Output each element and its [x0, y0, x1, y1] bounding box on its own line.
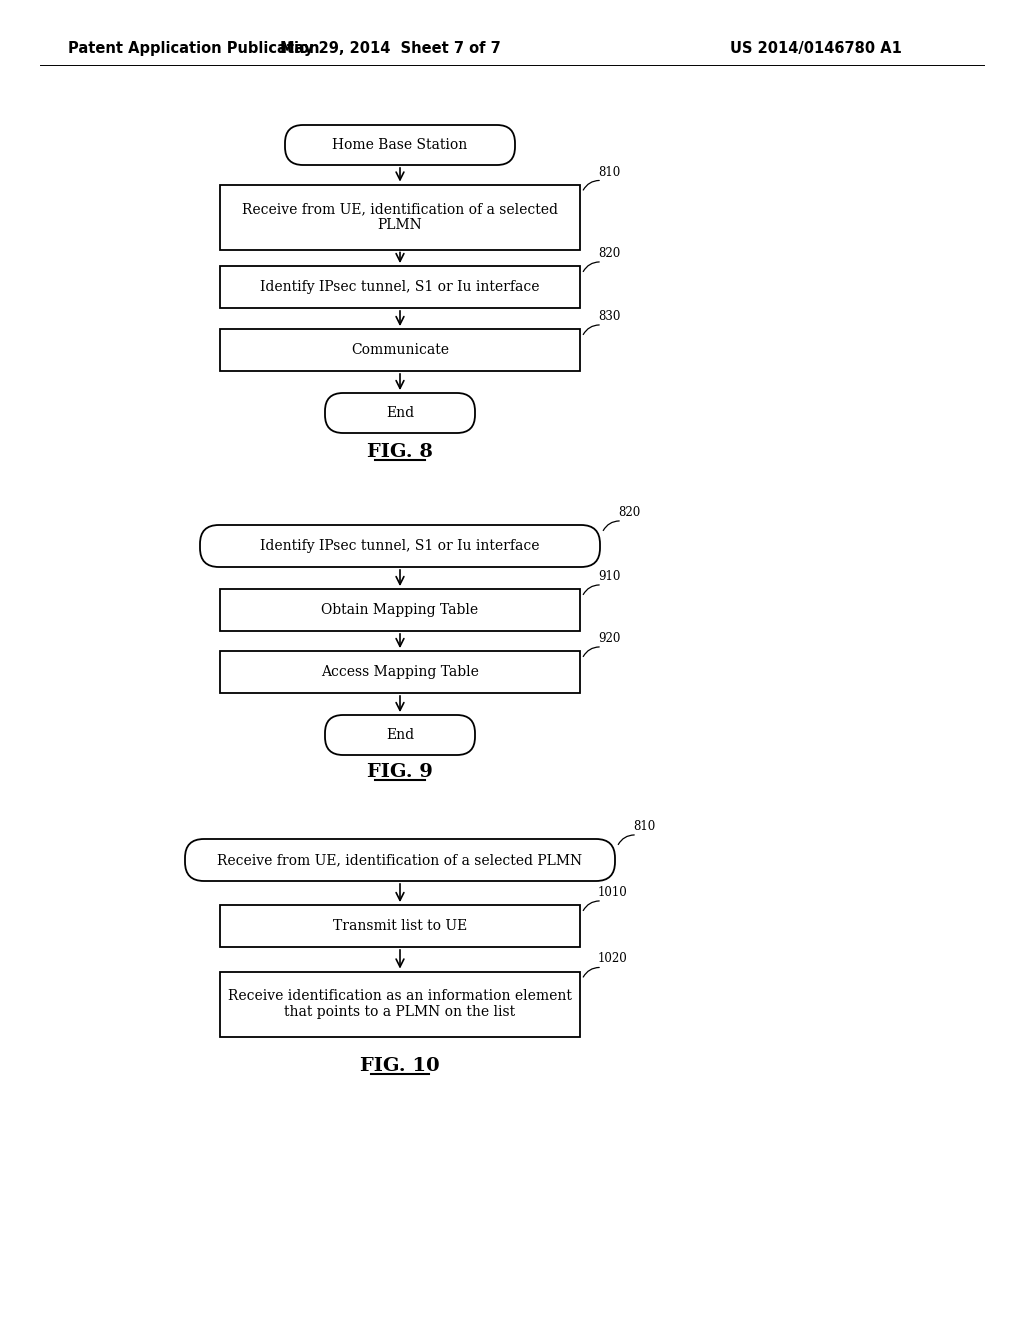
Text: 910: 910 [598, 570, 621, 583]
Text: May 29, 2014  Sheet 7 of 7: May 29, 2014 Sheet 7 of 7 [280, 41, 501, 55]
Text: Receive from UE, identification of a selected
PLMN: Receive from UE, identification of a sel… [242, 202, 558, 232]
Text: Access Mapping Table: Access Mapping Table [322, 665, 479, 678]
Text: 920: 920 [598, 632, 621, 645]
Text: 820: 820 [598, 247, 621, 260]
Bar [220, 589, 580, 631]
Text: Home Base Station: Home Base Station [333, 139, 468, 152]
FancyBboxPatch shape [285, 125, 515, 165]
Text: 810: 810 [633, 820, 655, 833]
Text: 1020: 1020 [598, 953, 628, 965]
FancyBboxPatch shape [325, 393, 475, 433]
Text: 820: 820 [618, 506, 640, 519]
Text: Patent Application Publication: Patent Application Publication [68, 41, 319, 55]
Bar [220, 329, 580, 371]
Text: Communicate: Communicate [351, 343, 449, 356]
Text: Identify IPsec tunnel, S1 or Iu interface: Identify IPsec tunnel, S1 or Iu interfac… [260, 539, 540, 553]
Text: Transmit list to UE: Transmit list to UE [333, 919, 467, 933]
Bar [220, 651, 580, 693]
Text: US 2014/0146780 A1: US 2014/0146780 A1 [730, 41, 902, 55]
FancyBboxPatch shape [325, 715, 475, 755]
Text: Obtain Mapping Table: Obtain Mapping Table [322, 603, 478, 616]
Bar [220, 185, 580, 249]
FancyBboxPatch shape [185, 840, 615, 880]
Text: 810: 810 [598, 165, 621, 178]
Bar [220, 267, 580, 308]
Text: End: End [386, 407, 414, 420]
Text: FIG. 9: FIG. 9 [367, 763, 433, 781]
FancyBboxPatch shape [200, 525, 600, 568]
Text: End: End [386, 729, 414, 742]
Text: FIG. 8: FIG. 8 [367, 444, 433, 461]
Text: Identify IPsec tunnel, S1 or Iu interface: Identify IPsec tunnel, S1 or Iu interfac… [260, 280, 540, 294]
Text: 1010: 1010 [598, 886, 628, 899]
Bar [220, 972, 580, 1036]
Text: Receive identification as an information element
that points to a PLMN on the li: Receive identification as an information… [228, 989, 572, 1019]
Text: FIG. 10: FIG. 10 [360, 1057, 440, 1074]
Bar [220, 906, 580, 946]
Text: 830: 830 [598, 310, 621, 323]
Text: Receive from UE, identification of a selected PLMN: Receive from UE, identification of a sel… [217, 853, 583, 867]
